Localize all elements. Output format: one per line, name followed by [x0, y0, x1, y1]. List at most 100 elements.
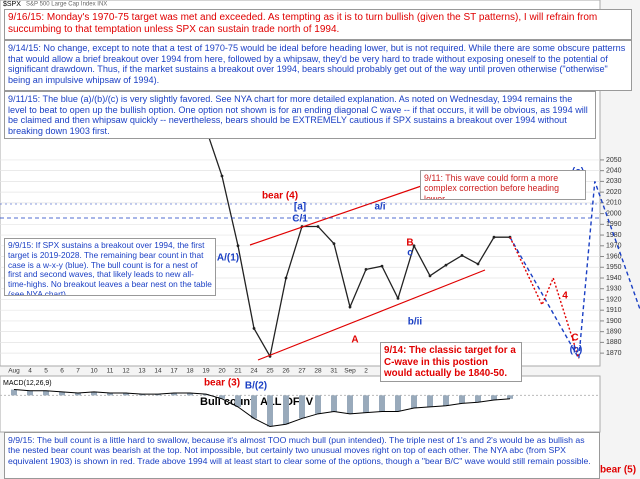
x-tick-label: 6: [60, 368, 64, 375]
channel-line: [249, 182, 431, 246]
y-tick-label: 1880: [606, 339, 622, 346]
annotation: 9/9/15: If SPX sustains a breakout over …: [4, 238, 216, 296]
price-point: [380, 264, 384, 268]
macd-bar: [347, 395, 353, 414]
y-tick-label: 1890: [606, 328, 622, 335]
macd-bar: [411, 395, 417, 409]
price-point: [476, 262, 480, 266]
symbol: $SPX: [3, 1, 21, 8]
price-point: [412, 244, 416, 248]
x-tick-label: 24: [250, 368, 258, 375]
x-tick-label: 27: [298, 368, 306, 375]
macd-bar: [203, 394, 209, 396]
wave-label: bear (5): [600, 465, 636, 476]
macd-bar: [139, 394, 145, 396]
macd-bar: [59, 391, 65, 396]
y-tick-label: 1990: [606, 221, 622, 228]
wave-label: C/1: [292, 214, 308, 225]
projection-line: [509, 236, 580, 359]
wave-label: [a]: [294, 202, 306, 213]
macd-bar: [107, 393, 113, 396]
price-point: [332, 242, 336, 246]
y-tick-label: 1900: [606, 318, 622, 325]
macd-bar: [123, 393, 129, 396]
wave-label: a/i: [374, 202, 385, 213]
x-tick-label: 19: [202, 368, 210, 375]
macd-bar: [331, 395, 337, 412]
annotation: 9/9/15: The bull count is a little hard …: [4, 432, 600, 479]
macd-bar: [27, 390, 33, 396]
price-point: [428, 274, 432, 278]
macd-bar: [363, 395, 369, 413]
y-tick-label: 1870: [606, 350, 622, 357]
y-tick-label: 2050: [606, 157, 622, 164]
macd-bar: [475, 395, 481, 403]
x-tick-label: 20: [218, 368, 226, 375]
x-tick-label: 7: [76, 368, 80, 375]
annotation: 9/11/15: The blue (a)/(b)/(c) is very sl…: [4, 91, 596, 139]
macd-bar: [395, 395, 401, 412]
macd-bar: [315, 395, 321, 414]
macd-bar: [251, 395, 257, 419]
wave-label: B: [406, 238, 413, 249]
macd-bar: [91, 391, 97, 396]
price-point: [364, 268, 368, 271]
projection-line: [509, 181, 640, 361]
wave-label: b/ii: [408, 317, 423, 328]
y-tick-label: 1940: [606, 275, 622, 282]
macd-bar: [171, 393, 177, 396]
macd-bar: [187, 393, 193, 396]
macd-bar: [235, 395, 241, 407]
x-tick-label: 10: [90, 368, 98, 375]
price-point: [348, 305, 352, 309]
description: S&P 500 Large Cap Index INX: [26, 2, 107, 8]
x-tick-label: 28: [314, 368, 322, 375]
wave-label: (b): [570, 345, 583, 356]
y-tick-label: 1920: [606, 296, 622, 303]
annotation: 9/11: This wave could form a more comple…: [420, 170, 586, 200]
price-point: [284, 276, 288, 280]
x-tick-label: 14: [154, 368, 162, 375]
wave-label: 4: [562, 291, 568, 302]
x-tick-label: 2: [364, 368, 368, 375]
x-tick-label: 12: [122, 368, 130, 375]
x-tick-label: 11: [107, 368, 114, 375]
y-tick-label: 1970: [606, 243, 622, 250]
price-point: [252, 327, 256, 330]
x-tick-label: 26: [282, 368, 290, 375]
y-tick-label: 1910: [606, 307, 622, 314]
wave-label: A: [351, 335, 358, 346]
x-tick-label: 4: [28, 368, 32, 375]
y-tick-label: 2010: [606, 200, 622, 207]
macd-bar: [11, 389, 17, 396]
macd-bar: [155, 394, 161, 396]
price-point: [460, 254, 464, 257]
y-tick-label: 2000: [606, 210, 622, 217]
macd-bar: [267, 395, 273, 427]
x-tick-label: Sep: [344, 368, 356, 375]
price-point: [220, 174, 224, 178]
y-tick-label: 2020: [606, 189, 622, 196]
x-tick-label: 25: [266, 368, 274, 375]
x-tick-label: Aug: [8, 368, 20, 375]
price-point: [492, 235, 496, 239]
y-tick-label: 2030: [606, 178, 622, 185]
annotation: 9/14: The classic target for a C-wave in…: [380, 342, 522, 382]
wave-label: bear (4): [262, 191, 298, 202]
x-tick-label: 13: [138, 368, 146, 375]
macd-label: MACD(12,26,9): [3, 380, 52, 387]
macd-bar: [491, 395, 497, 400]
macd-line: [13, 389, 511, 428]
x-tick-label: 21: [234, 368, 242, 375]
x-tick-label: 18: [186, 368, 194, 375]
wave-label: c: [407, 248, 413, 259]
annotation: 9/14/15: No change, except to note that …: [4, 40, 632, 91]
price-point: [316, 225, 320, 228]
macd-bar: [283, 395, 289, 425]
macd-bar: [427, 395, 433, 407]
macd-bar: [443, 395, 449, 406]
x-tick-label: 5: [44, 368, 48, 375]
price-point: [444, 263, 448, 267]
annotation: 9/16/15: Monday's 1970-75 target was met…: [4, 9, 632, 40]
